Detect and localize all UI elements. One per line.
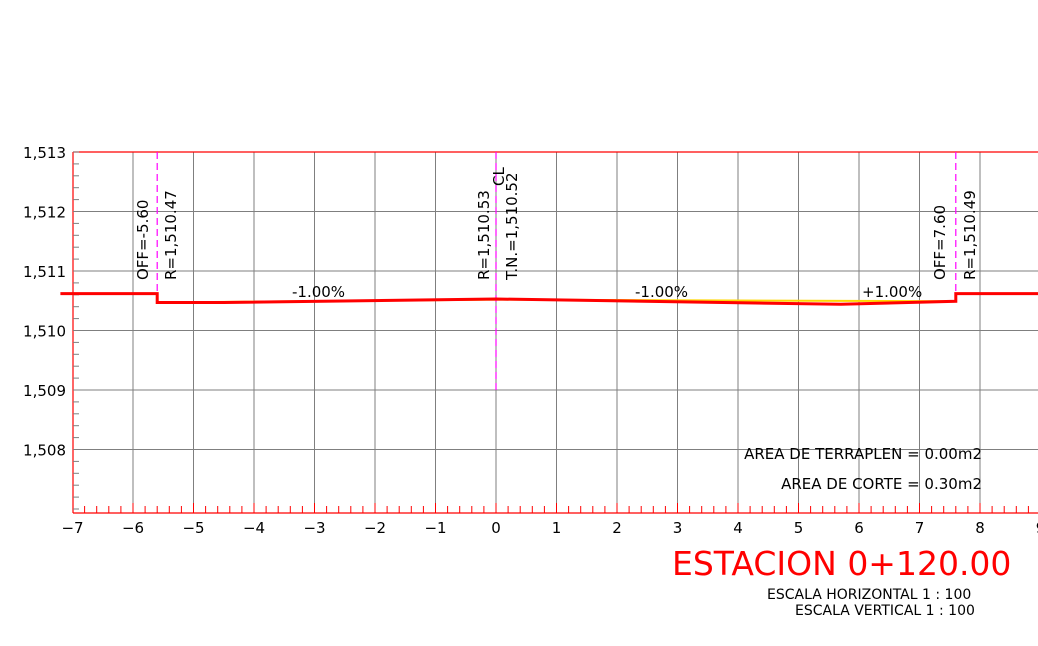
slope-label-left: -1.00%	[292, 283, 345, 301]
center-elevation-label: R=1,510.53	[475, 190, 493, 280]
x-tick-label: 8	[975, 519, 985, 537]
right-elevation-label: R=1,510.49	[961, 190, 979, 280]
scale-horizontal: ESCALA HORIZONTAL 1 : 100	[767, 587, 971, 603]
center-ground-label: T.N.=1,510.52	[503, 172, 521, 281]
area-cut-label: AREA DE CORTE = 0.30m2	[781, 475, 982, 493]
centerline-mark: CL	[490, 167, 508, 186]
x-axis-ruler	[73, 151, 1029, 513]
x-tick-label: −1	[424, 519, 446, 537]
left-offset-label: OFF=-5.60	[134, 200, 152, 280]
x-tick-label: 2	[612, 519, 622, 537]
y-tick-label: 1,512	[23, 204, 66, 222]
x-tick-label: −6	[122, 519, 144, 537]
y-tick-label: 1,511	[23, 263, 66, 281]
left-elevation-label: R=1,510.47	[162, 190, 180, 280]
x-tick-label: 1	[552, 519, 562, 537]
x-tick-label: −7	[61, 519, 83, 537]
x-axis-tick-labels: −7 −6 −5 −4 −3 −2 −1 0 1 2 3 4 5 6 7 8 9	[61, 519, 1038, 537]
x-tick-label: 5	[794, 519, 804, 537]
y-axis-tick-labels: 1,508 1,509 1,510 1,511 1,512 1,513	[23, 144, 66, 460]
x-tick-label: 0	[491, 519, 501, 537]
right-offset-label: OFF=7.60	[931, 205, 949, 280]
y-tick-label: 1,513	[23, 144, 66, 162]
x-tick-label: −2	[364, 519, 386, 537]
x-tick-label: −3	[303, 519, 325, 537]
x-tick-label: 6	[854, 519, 864, 537]
x-tick-label: −4	[243, 519, 265, 537]
station-title: ESTACION 0+120.00	[672, 544, 1011, 583]
area-fill-label: AREA DE TERRAPLEN = 0.00m2	[744, 445, 982, 463]
x-tick-label: 7	[915, 519, 925, 537]
design-section-line	[60, 292, 1038, 306]
x-tick-label: 9	[1036, 519, 1038, 537]
offset-markers	[156, 152, 957, 390]
y-tick-label: 1,509	[23, 382, 66, 400]
slope-label-right: +1.00%	[862, 283, 922, 301]
y-tick-label: 1,510	[23, 323, 66, 341]
scale-vertical: ESCALA VERTICAL 1 : 100	[795, 603, 975, 619]
series-design-section	[60, 292, 1038, 306]
slope-label-center-right: -1.00%	[635, 283, 688, 301]
plot-frame	[72, 151, 1038, 514]
x-tick-label: 3	[673, 519, 683, 537]
x-tick-label: −5	[182, 519, 204, 537]
x-tick-label: 4	[733, 519, 743, 537]
y-tick-label: 1,508	[23, 442, 66, 460]
grid-lines	[73, 151, 1038, 513]
